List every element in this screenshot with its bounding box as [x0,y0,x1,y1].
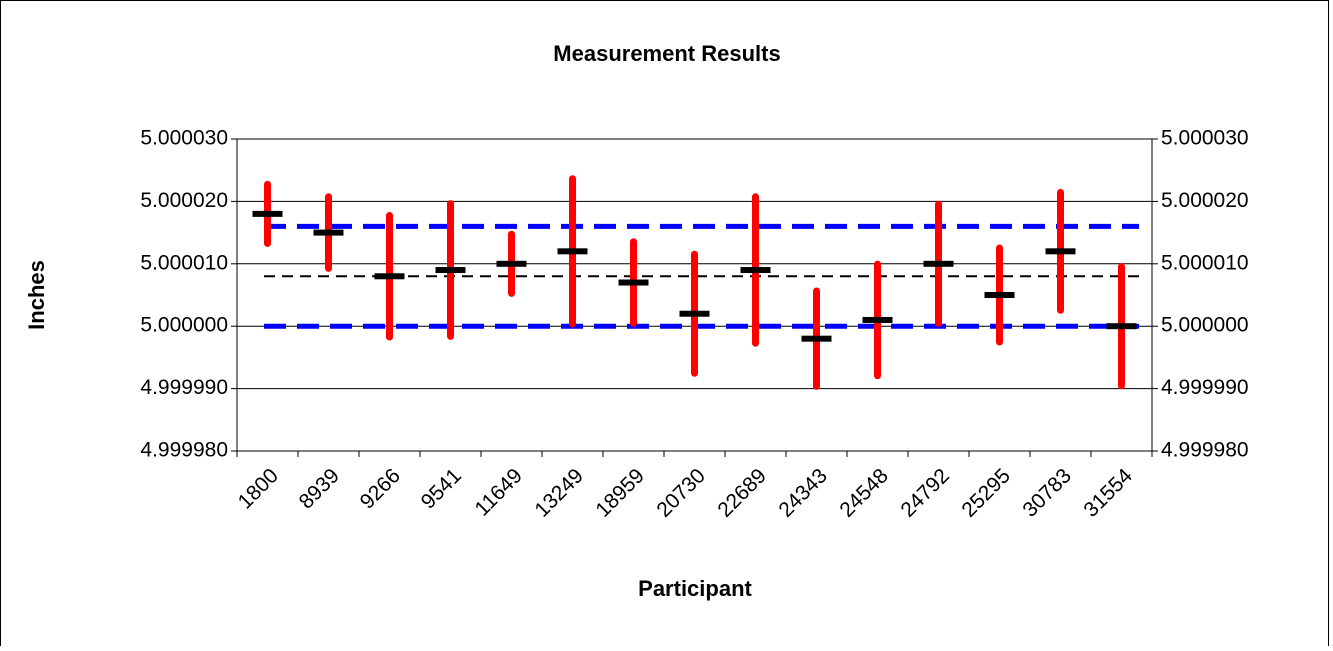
value-marker [862,316,893,323]
y-tick-label: 5.000020 [140,189,228,212]
y2-tick-label: 5.000010 [1161,251,1249,274]
value-marker [1106,323,1137,330]
y2-tick-label: 4.999990 [1161,376,1249,399]
y-tick-label: 5.000030 [140,127,228,150]
value-marker [557,248,588,255]
value-marker [984,292,1015,298]
y2-tick-label: 5.000000 [1161,314,1249,337]
value-marker [618,279,649,286]
y-tick-label: 4.999990 [140,376,228,399]
value-marker [313,229,344,236]
value-marker [374,273,405,280]
y2-tick-label: 5.000030 [1161,127,1249,150]
y-tick-label: 4.999980 [140,439,228,462]
value-marker [679,310,710,317]
y2-tick-label: 4.999980 [1161,439,1249,462]
y-tick-label: 5.000010 [140,251,228,274]
value-marker [923,260,954,267]
value-marker [435,267,466,274]
value-marker [252,210,283,217]
y2-tick-label: 5.000020 [1161,189,1249,212]
value-marker [740,267,771,274]
value-marker [1045,248,1076,255]
value-marker [496,260,527,267]
value-marker [801,335,832,342]
plot-area [236,138,1153,452]
y-axis-label: Inches [24,260,49,330]
x-axis-label: Participant [638,576,752,601]
y-tick-label: 5.000000 [140,314,228,337]
chart-title: Measurement Results [553,41,780,66]
